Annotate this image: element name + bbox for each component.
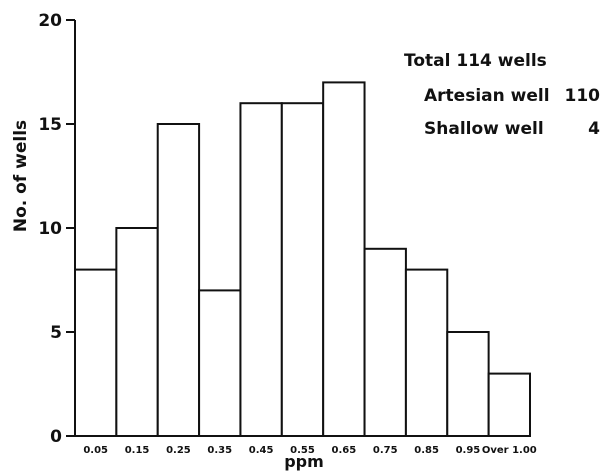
x-axis-title: ppm <box>284 452 324 471</box>
x-tick-label: 0.35 <box>207 445 232 456</box>
x-tick-label: 0.25 <box>166 445 191 456</box>
y-tick-label: 0 <box>50 427 62 447</box>
bar-0.75 <box>363 247 407 437</box>
bar-0.35 <box>198 289 242 437</box>
bar-0.45 <box>239 102 283 437</box>
x-tick-label: 0.85 <box>414 445 439 456</box>
x-tick-label: 0.15 <box>125 445 150 456</box>
y-tick-label: 10 <box>38 219 62 239</box>
x-tick-label: 0.75 <box>373 445 398 456</box>
legend-shallow-label: Shallow well <box>424 119 544 139</box>
y-tick-group: 0 5 10 15 20 <box>38 11 75 447</box>
bar-0.85 <box>404 268 449 437</box>
legend-artesian-label: Artesian well <box>424 86 550 106</box>
bar-0.05 <box>74 268 118 437</box>
x-tick-label: 0.45 <box>249 445 274 456</box>
legend-artesian-value: 110 <box>565 86 601 106</box>
bar-over-1.00 <box>487 372 532 438</box>
bar-0.25 <box>156 123 201 437</box>
x-tick-label: Over 1.00 <box>482 445 537 456</box>
y-tick-label: 15 <box>38 115 62 135</box>
y-tick-label: 20 <box>38 11 62 31</box>
legend-shallow-value: 4 <box>588 119 600 139</box>
x-tick-label: 0.65 <box>332 445 357 456</box>
x-tick-label: 0.95 <box>456 445 481 456</box>
legend-total: Total 114 wells <box>404 51 547 71</box>
bar-group <box>74 81 532 438</box>
bar-0.95 <box>446 331 490 437</box>
legend: Total 114 wells Artesian well 110 Shallo… <box>404 51 600 139</box>
x-tick-label: 0.05 <box>83 445 108 456</box>
y-tick-label: 5 <box>50 323 62 343</box>
x-tick-label: 0.55 <box>290 445 315 456</box>
y-axis-title: No. of wells <box>11 120 31 232</box>
bar-0.65 <box>322 81 366 438</box>
x-tick-group: 0.05 0.15 0.25 0.35 0.45 0.55 0.65 0.75 0.85 0.95… <box>83 445 536 456</box>
bar-0.55 <box>280 102 325 437</box>
bar-0.15 <box>115 227 159 437</box>
